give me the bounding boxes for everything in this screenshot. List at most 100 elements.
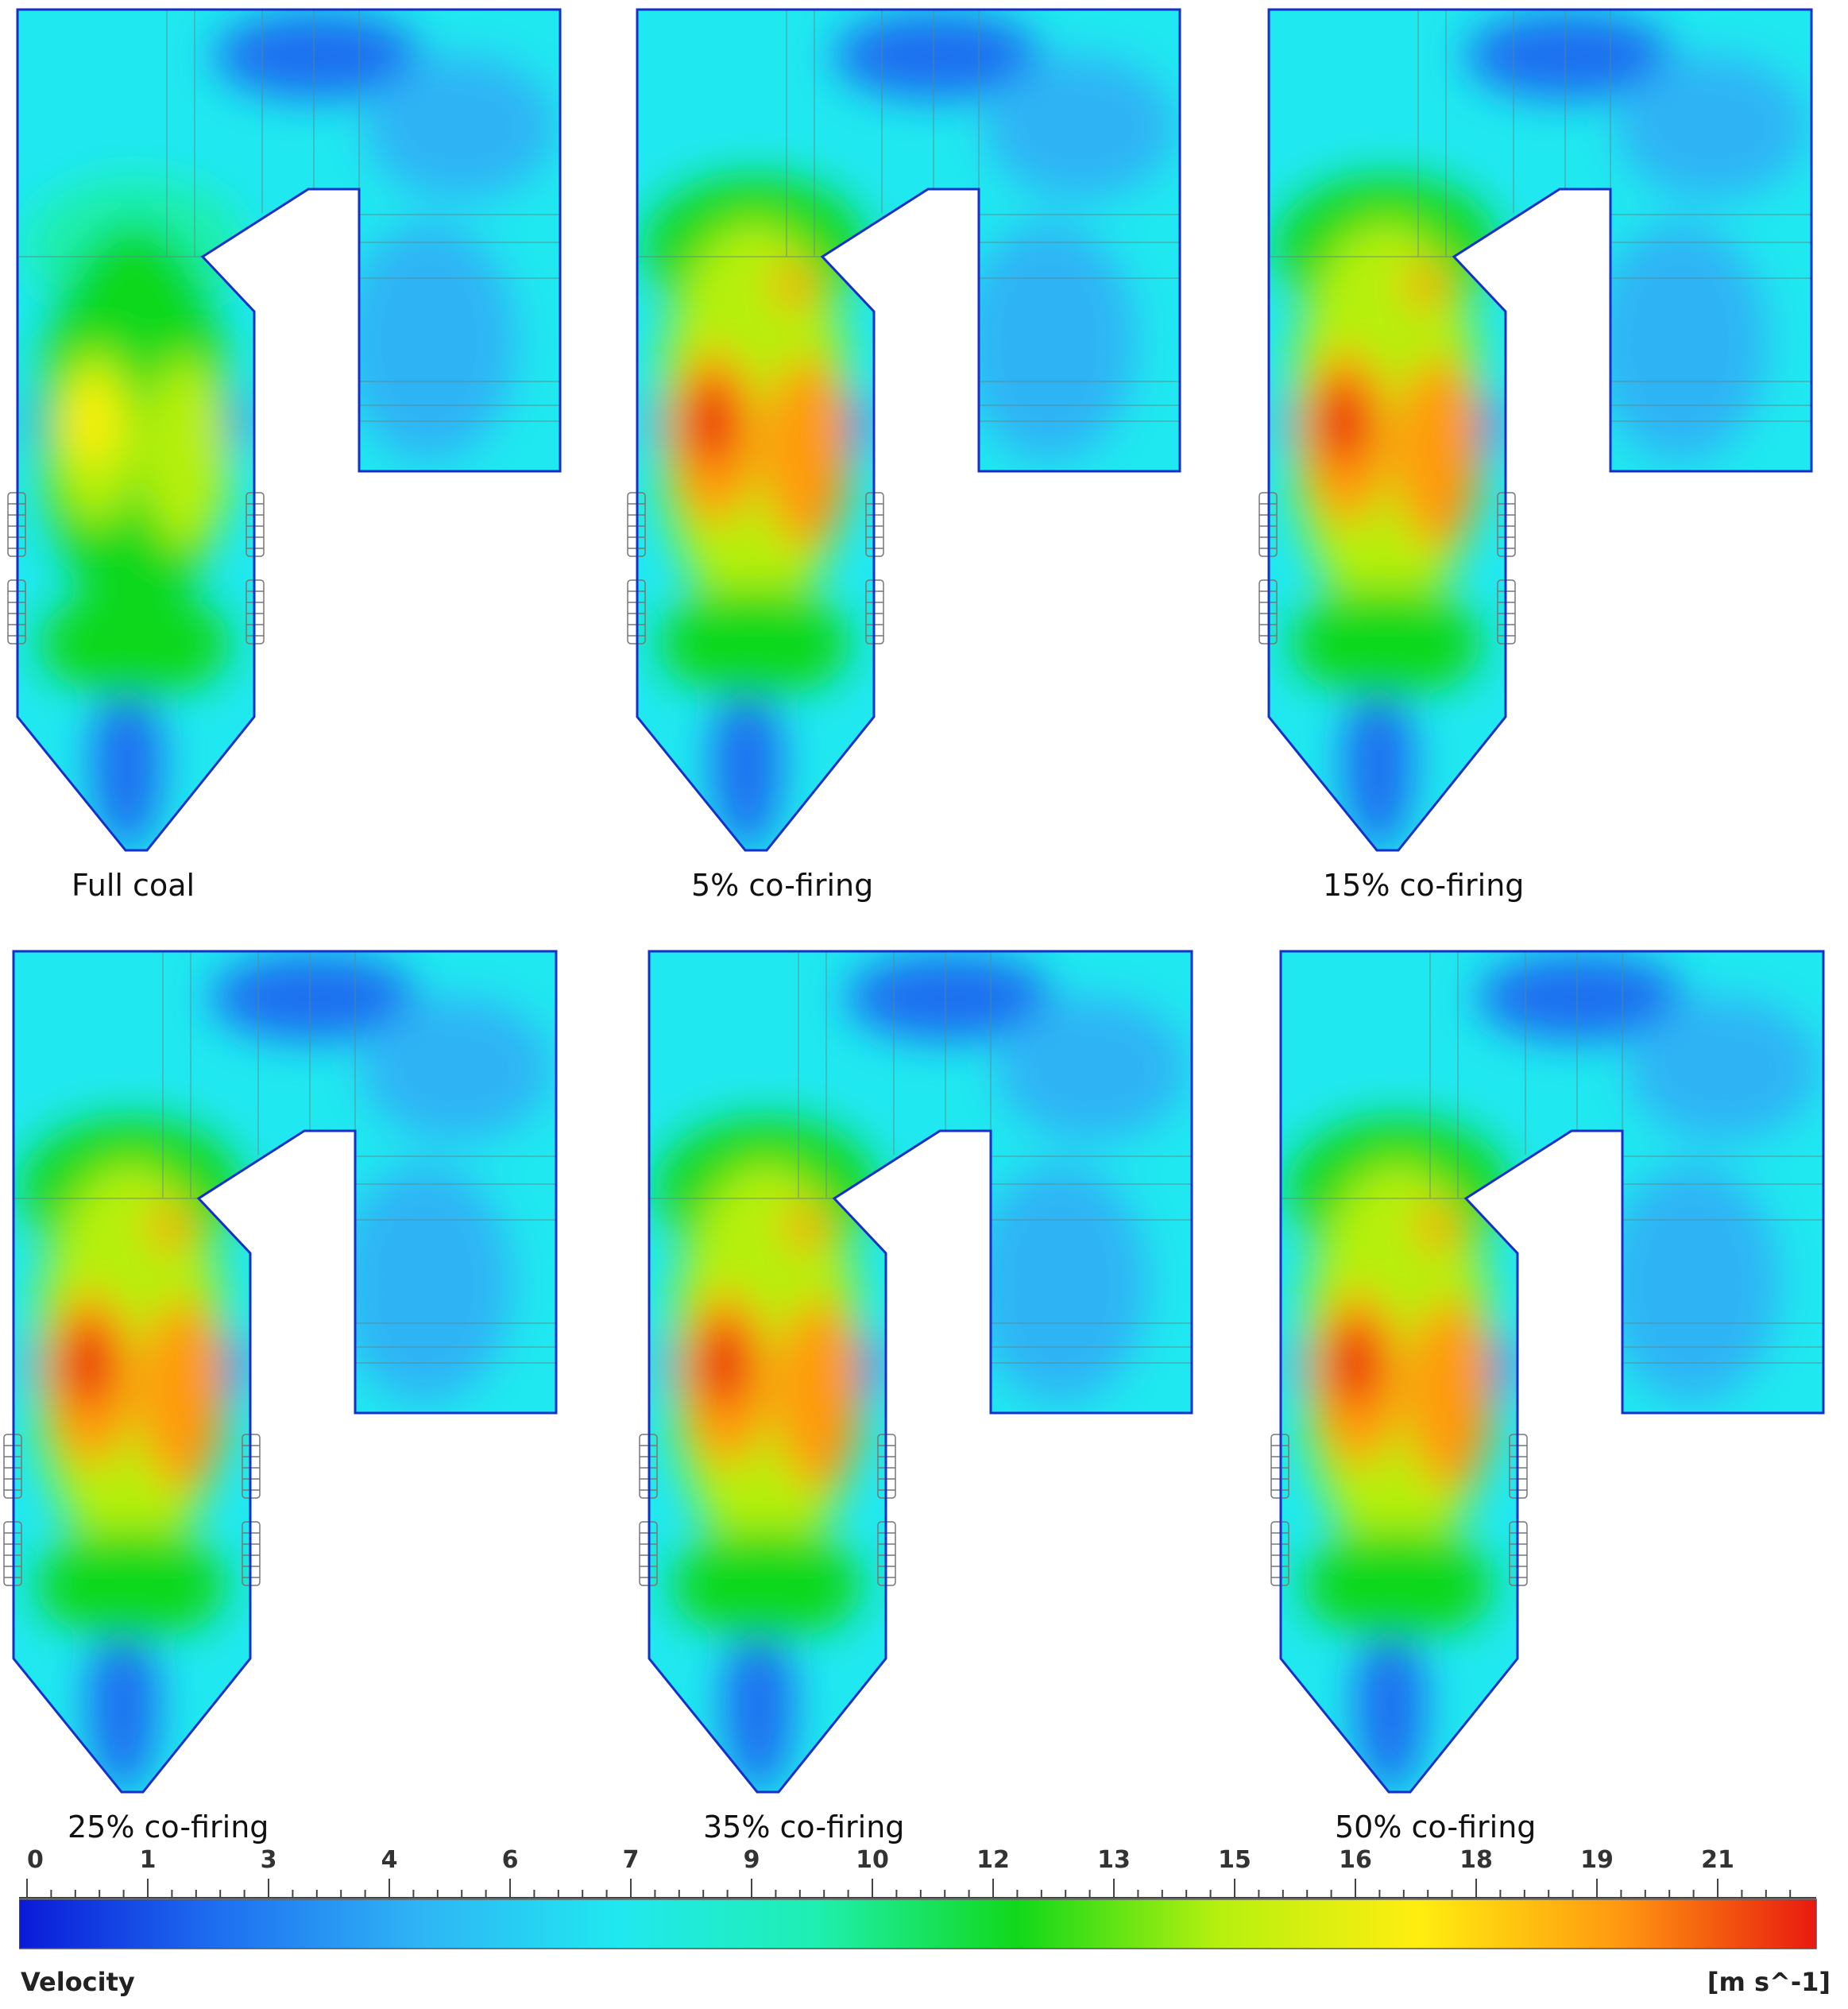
velocity-contour-plot	[7, 8, 562, 852]
contour-field	[649, 951, 1192, 1792]
furnace-outline	[1279, 950, 1825, 1794]
furnace-outline	[12, 950, 558, 1794]
contour-blob	[846, 954, 1053, 1041]
panel-caption: 35% co-firing	[703, 1810, 905, 1844]
contour-blob	[1418, 1204, 1458, 1252]
contour-blob	[1466, 12, 1672, 99]
colorbar-tick-label: 6	[502, 1846, 519, 1874]
contour-blob	[961, 223, 1136, 461]
contour-blob	[834, 12, 1041, 99]
panel-caption: Full coal	[72, 868, 195, 903]
colorbar-tick-label: 16	[1339, 1846, 1372, 1874]
contour-blobs	[644, 12, 1176, 850]
panel-caption: 15% co-firing	[1323, 868, 1525, 903]
contour-blob	[997, 997, 1188, 1140]
contour-blob	[711, 675, 783, 850]
contour-blob	[1343, 675, 1414, 850]
contour-blob	[775, 1299, 862, 1490]
contour-field	[637, 10, 1180, 850]
panel-35pct-cofiring: 35% co-firing	[639, 950, 1204, 1848]
contour-blobs	[1275, 12, 1807, 850]
contour-blobs	[1287, 954, 1819, 1792]
contour-field	[1269, 10, 1811, 850]
contour-blob	[1303, 1530, 1494, 1641]
colorbar-tick-label: 12	[976, 1846, 1010, 1874]
panel-25pct-cofiring: 25% co-firing	[3, 950, 568, 1848]
contour-blob	[775, 262, 814, 310]
colorbar-tick-label: 18	[1459, 1846, 1493, 1874]
colorbar-tick-label: 9	[744, 1846, 760, 1874]
colorbar-tick-label: 19	[1580, 1846, 1614, 1874]
contour-blob	[143, 358, 230, 548]
panel-5pct-cofiring: 5% co-firing	[627, 8, 1192, 906]
velocity-contour-plot	[3, 950, 558, 1794]
contour-blob	[1329, 1319, 1380, 1407]
velocity-contour-plot	[639, 950, 1193, 1794]
contour-blob	[985, 56, 1176, 199]
contour-blobs	[655, 954, 1188, 1792]
contour-blob	[659, 588, 850, 699]
colorbar-tick-label: 10	[856, 1846, 889, 1874]
contour-field	[14, 951, 556, 1792]
contour-blob	[40, 588, 230, 699]
colorbar-tick-label: 0	[27, 1846, 44, 1874]
contour-blob	[338, 1164, 512, 1403]
furnace-outline	[636, 8, 1181, 852]
contour-blob	[1406, 262, 1446, 310]
panel-50pct-cofiring: 50% co-firing	[1270, 950, 1835, 1848]
colorbar-tick-label: 13	[1097, 1846, 1131, 1874]
furnace-outline	[1267, 8, 1813, 852]
contour-blob	[671, 1530, 862, 1641]
colorbar: 0 1 3 4 6 7 9 10 12 13 15 16 18 19 21	[19, 1846, 1817, 1949]
mesh-lines	[1281, 951, 1823, 1364]
colorbar-tick-label: 3	[261, 1846, 277, 1874]
contour-blob	[36, 1530, 226, 1641]
contour-blob	[151, 1204, 191, 1252]
contour-blob	[139, 1299, 226, 1490]
colorbar-tick-label: 4	[381, 1846, 398, 1874]
contour-blob	[91, 675, 163, 850]
colorbar-tick-label: 15	[1218, 1846, 1251, 1874]
furnace-outline	[648, 950, 1193, 1794]
furnace-outline	[16, 8, 562, 852]
contour-blob	[763, 358, 850, 548]
velocity-contour-plot	[1270, 950, 1825, 1794]
contour-blob	[1617, 56, 1807, 199]
contour-blob	[1394, 358, 1482, 548]
panel-15pct-cofiring: 15% co-firing	[1258, 8, 1823, 906]
contour-blob	[686, 377, 736, 465]
contour-blobs	[20, 954, 552, 1792]
contour-blob	[155, 262, 195, 310]
contour-blobs	[24, 12, 556, 850]
panel-caption: 5% co-firing	[691, 868, 874, 903]
contour-blob	[365, 56, 556, 199]
contour-blob	[62, 1319, 113, 1407]
contour-blob	[87, 1617, 159, 1792]
velocity-colorbar-legend: 0 1 3 4 6 7 9 10 12 13 15 16 18 19 21 Velocity [m s^-1…	[19, 1844, 1831, 2003]
legend-unit: [m s^-1]	[1707, 1967, 1831, 1997]
contour-blob	[1605, 1164, 1780, 1403]
contour-blob	[1291, 588, 1482, 699]
panel-full-coal: Full coal	[7, 8, 572, 906]
velocity-contour-plot	[1258, 8, 1813, 852]
contour-blob	[787, 1204, 826, 1252]
contour-blob	[215, 12, 421, 99]
velocity-contour-plot	[627, 8, 1181, 852]
panel-caption: 25% co-firing	[68, 1810, 269, 1844]
contour-field	[17, 10, 560, 850]
contour-blob	[1478, 954, 1684, 1041]
contour-blob	[66, 377, 117, 465]
colorbar-tick-label: 21	[1701, 1846, 1734, 1874]
contour-blob	[723, 1617, 794, 1792]
mesh-lines	[649, 951, 1192, 1364]
contour-blob	[973, 1164, 1148, 1403]
mesh-lines	[637, 10, 1180, 422]
legend-title: Velocity	[21, 1967, 135, 1997]
panel-caption: 50% co-firing	[1335, 1810, 1537, 1844]
mesh-lines	[17, 10, 560, 422]
mesh-lines	[14, 951, 556, 1364]
contour-blob	[1629, 997, 1819, 1140]
contour-blob	[1593, 223, 1768, 461]
contour-blob	[361, 997, 552, 1140]
contour-field	[1281, 951, 1823, 1792]
